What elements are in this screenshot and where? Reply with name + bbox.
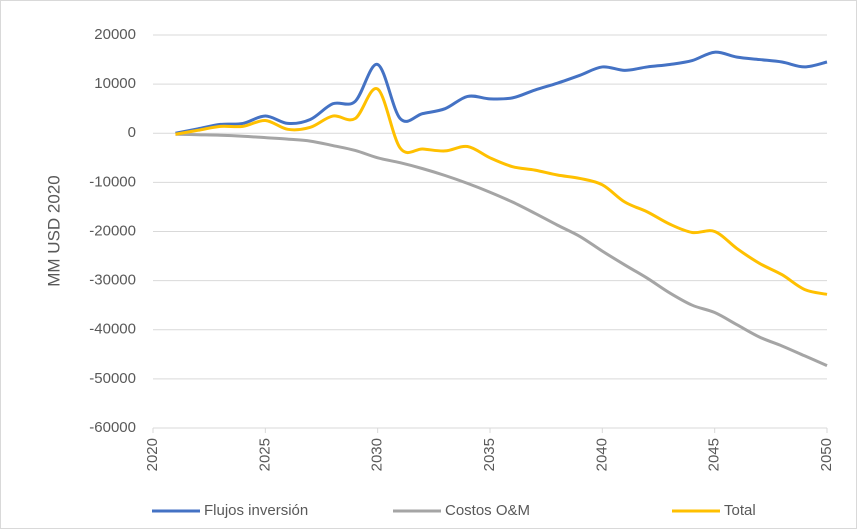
x-tick-label: 2020 [144, 438, 161, 471]
x-tick-label: 2035 [481, 438, 498, 471]
legend-label: Costos O&M [445, 502, 530, 519]
y-tick-label: 20000 [94, 26, 136, 43]
x-tick-label: 2025 [256, 438, 273, 471]
series-line [175, 132, 828, 367]
y-axis-title: MM USD 2020 [44, 175, 63, 286]
series-line [175, 87, 828, 296]
x-tick-label: 2030 [369, 438, 386, 471]
legend-label: Flujos inversión [204, 502, 308, 519]
y-tick-label: -10000 [89, 173, 136, 190]
y-tick-label: 0 [128, 124, 136, 141]
y-tick-label: -50000 [89, 370, 136, 387]
x-tick-label: 2050 [818, 438, 835, 471]
y-tick-label: -20000 [89, 222, 136, 239]
legend-label: Total [724, 502, 756, 519]
x-tick-label: 2040 [593, 438, 610, 471]
y-tick-label: -40000 [89, 321, 136, 338]
series-line [175, 50, 828, 135]
x-tick-label: 2045 [706, 438, 723, 471]
y-tick-label: -60000 [89, 419, 136, 436]
y-tick-label: 10000 [94, 75, 136, 92]
y-tick-label: -30000 [89, 272, 136, 289]
